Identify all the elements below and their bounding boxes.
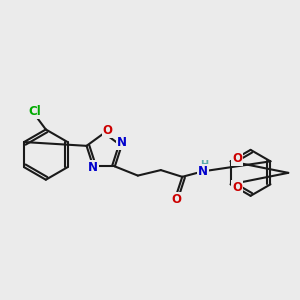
Text: Cl: Cl [29, 105, 41, 118]
Text: O: O [171, 193, 181, 206]
Text: N: N [117, 136, 127, 149]
Text: N: N [198, 165, 208, 178]
Text: H: H [201, 160, 209, 170]
Text: O: O [232, 152, 242, 165]
Text: N: N [88, 161, 98, 174]
Text: O: O [232, 181, 242, 194]
Text: O: O [103, 124, 113, 137]
